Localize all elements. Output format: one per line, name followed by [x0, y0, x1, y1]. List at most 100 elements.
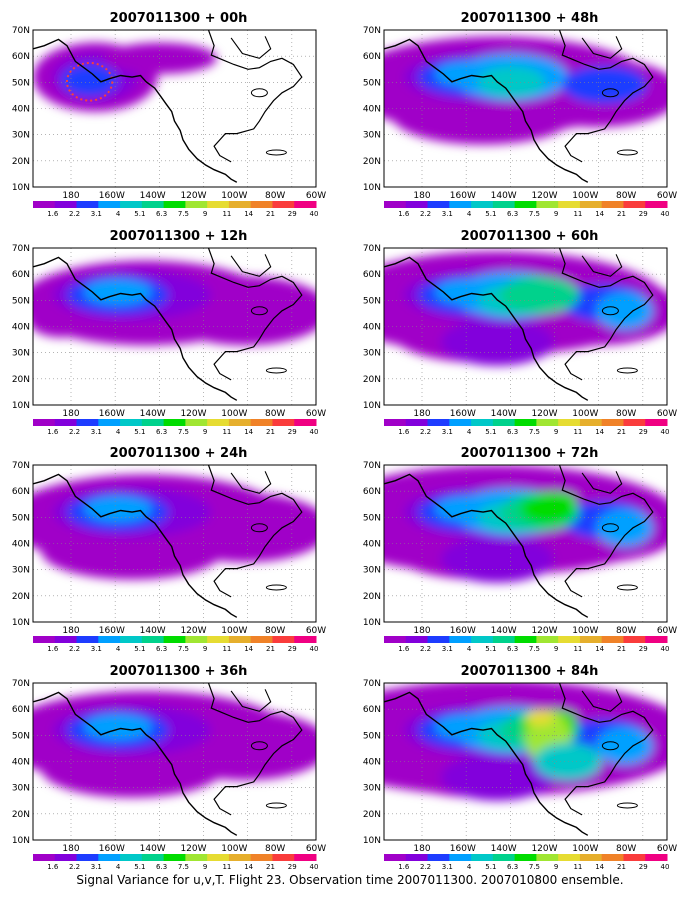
colorbar-label: 7.5	[529, 428, 540, 436]
lon-tick-label: 80W	[265, 191, 285, 201]
colorbar-swatch	[207, 854, 230, 861]
lat-tick-label: 60N	[12, 52, 30, 62]
colorbar-label: 21	[266, 428, 275, 436]
lat-tick-label: 60N	[363, 52, 381, 62]
lon-tick-label: 60W	[657, 626, 677, 636]
colorbar-label: 29	[288, 428, 297, 436]
colorbar-swatch	[536, 201, 559, 208]
colorbar-swatch	[98, 419, 121, 426]
coastline	[384, 465, 654, 618]
colorbar-swatch	[405, 419, 429, 426]
colorbar-label: 40	[310, 645, 319, 653]
colorbar-label: 2.2	[69, 645, 80, 653]
panel-title: 2007011300 + 84h	[461, 664, 599, 679]
colorbar-swatch	[536, 636, 559, 643]
lat-tick-label: 60N	[12, 705, 30, 715]
colorbar-label: 9	[203, 428, 207, 436]
variance-contour	[440, 318, 554, 366]
lat-tick-label: 20N	[363, 592, 381, 602]
panel-title: 2007011300 + 48h	[461, 11, 599, 26]
colorbar-label: 14	[244, 863, 253, 871]
lat-tick-label: 40N	[12, 323, 30, 333]
colorbar-label: 2.2	[69, 210, 80, 218]
map-frame	[383, 29, 668, 188]
colorbar-swatch	[558, 201, 581, 208]
variance-field	[384, 465, 667, 583]
coastline	[33, 683, 303, 836]
panel-title: 2007011300 + 36h	[110, 664, 248, 679]
lon-tick-label: 80W	[265, 626, 285, 636]
colorbar-swatch	[76, 201, 99, 208]
colorbar-swatch	[427, 636, 450, 643]
lon-tick-label: 60W	[306, 626, 326, 636]
lon-tick-label: 140W	[491, 626, 517, 636]
colorbar-label: 21	[617, 863, 626, 871]
colorbar-label: 4	[116, 645, 121, 653]
colorbar-label: 11	[573, 428, 582, 436]
colorbar: 1.6 2.2 3.1 4 5.1 6.3 7.5 9 11 14 21 29 40	[33, 636, 318, 653]
colorbar-label: 29	[288, 210, 297, 218]
colorbar-swatch	[250, 854, 273, 861]
lat-tick-label: 50N	[363, 513, 381, 523]
lon-tick-label: 160W	[99, 626, 125, 636]
colorbar-swatch	[384, 419, 407, 426]
lat-tick-label: 10N	[12, 836, 30, 846]
map-frame	[32, 682, 317, 841]
colorbar-swatch	[579, 636, 603, 643]
colorbar-label: 14	[595, 210, 604, 218]
colorbar-swatch	[492, 201, 516, 208]
lat-tick-label: 20N	[12, 157, 30, 167]
colorbar-label: 14	[244, 428, 253, 436]
lon-tick-label: 100W	[572, 844, 598, 854]
colorbar-swatch	[163, 636, 186, 643]
colorbar-swatch	[33, 419, 56, 426]
lon-tick-label: 140W	[140, 844, 166, 854]
colorbar-label: 2.2	[420, 210, 431, 218]
lat-tick-label: 70N	[363, 679, 381, 689]
colorbar-label: 6.3	[156, 210, 167, 218]
colorbar-swatch	[185, 636, 208, 643]
map-panel: 2007011300 + 36h 70N 60N 50N 40N 30N 20N 10N 180…	[12, 664, 326, 871]
colorbar-label: 4	[116, 863, 121, 871]
lon-tick-label: 140W	[491, 844, 517, 854]
colorbar-label: 29	[288, 863, 297, 871]
lat-tick-label: 10N	[363, 618, 381, 628]
colorbar-label: 7.5	[529, 863, 540, 871]
variance-field	[384, 683, 667, 801]
colorbar-label: 3.1	[442, 645, 453, 653]
colorbar: 1.6 2.2 3.1 4 5.1 6.3 7.5 9 11 14 21 29 40	[33, 419, 318, 436]
lat-tick-label: 30N	[12, 566, 30, 576]
colorbar-swatch	[185, 201, 208, 208]
map-panel: 2007011300 + 24h 70N 60N 50N 40N 30N 20N 10N 180…	[12, 446, 326, 653]
lat-tick-label: 30N	[12, 349, 30, 359]
colorbar-swatch	[76, 854, 99, 861]
map-frame	[383, 464, 668, 623]
colorbar-swatch	[76, 419, 99, 426]
variance-contour	[83, 714, 152, 740]
lat-tick-label: 70N	[363, 244, 381, 254]
colorbar-label: 40	[661, 645, 670, 653]
colorbar-swatch	[384, 201, 407, 208]
colorbar-label: 11	[222, 863, 231, 871]
colorbar-label: 29	[639, 645, 648, 653]
colorbar: 1.6 2.2 3.1 4 5.1 6.3 7.5 9 11 14 21 29 40	[384, 201, 669, 218]
coastline	[384, 248, 654, 401]
variance-contour	[500, 276, 580, 314]
colorbar-label: 5.1	[485, 428, 496, 436]
lat-tick-label: 70N	[12, 26, 30, 36]
colorbar-swatch	[33, 854, 56, 861]
colorbar: 1.6 2.2 3.1 4 5.1 6.3 7.5 9 11 14 21 29 40	[33, 854, 318, 871]
colorbar-label: 29	[288, 645, 297, 653]
lon-tick-label: 100W	[572, 409, 598, 419]
lat-tick-label: 70N	[363, 26, 381, 36]
colorbar-label: 7.5	[178, 210, 189, 218]
colorbar: 1.6 2.2 3.1 4 5.1 6.3 7.5 9 11 14 21 29 40	[33, 201, 318, 218]
lat-tick-label: 40N	[12, 105, 30, 115]
colorbar-label: 1.6	[398, 210, 410, 218]
colorbar-label: 11	[222, 210, 231, 218]
colorbar-swatch	[579, 854, 603, 861]
lat-tick-label: 30N	[363, 784, 381, 794]
colorbar-label: 3.1	[91, 645, 102, 653]
colorbar-label: 4	[467, 645, 472, 653]
lon-tick-label: 120W	[180, 409, 206, 419]
